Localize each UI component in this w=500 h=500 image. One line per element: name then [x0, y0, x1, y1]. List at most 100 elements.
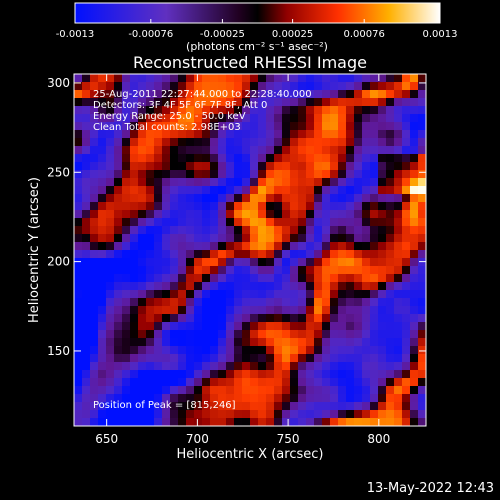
- heatmap-cell: [226, 234, 235, 243]
- heatmap-cell: [122, 362, 131, 371]
- heatmap-cell: [234, 410, 243, 419]
- heatmap-cell: [362, 138, 371, 147]
- heatmap-cell: [298, 106, 307, 115]
- heatmap-cell: [114, 402, 123, 411]
- heatmap-cell: [242, 210, 251, 219]
- heatmap-cell: [170, 282, 179, 291]
- heatmap-cell: [202, 330, 211, 339]
- heatmap-cell: [290, 194, 299, 203]
- heatmap-cell: [114, 194, 123, 203]
- heatmap-cell: [90, 386, 99, 395]
- heatmap-cell: [154, 306, 163, 315]
- heatmap-cell: [282, 266, 291, 275]
- heatmap-cell: [130, 154, 139, 163]
- heatmap-cell: [386, 186, 395, 195]
- heatmap-cell: [402, 154, 411, 163]
- heatmap-cell: [234, 402, 243, 411]
- heatmap-cell: [122, 106, 131, 115]
- heatmap-cell: [258, 98, 267, 107]
- heatmap-cell: [186, 306, 195, 315]
- heatmap-cell: [98, 322, 107, 331]
- heatmap-cell: [290, 154, 299, 163]
- heatmap-cell: [394, 290, 403, 299]
- heatmap-cell: [250, 258, 259, 267]
- heatmap-cell: [130, 282, 139, 291]
- heatmap-cell: [106, 250, 115, 259]
- heatmap-cell: [114, 330, 123, 339]
- heatmap-cell: [258, 210, 267, 219]
- heatmap-cell: [410, 114, 419, 123]
- heatmap-cell: [370, 138, 379, 147]
- heatmap-cell: [210, 402, 219, 411]
- heatmap-cell: [290, 282, 299, 291]
- heatmap-cell: [74, 362, 83, 371]
- heatmap-cell: [122, 298, 131, 307]
- heatmap-cell: [194, 370, 203, 379]
- heatmap-cell: [194, 114, 203, 123]
- heatmap-cell: [418, 314, 426, 323]
- heatmap-cell: [242, 306, 251, 315]
- heatmap-cell: [250, 418, 259, 426]
- heatmap-cell: [98, 330, 107, 339]
- heatmap-cell: [98, 370, 107, 379]
- heatmap-cell: [202, 234, 211, 243]
- heatmap-cell: [282, 314, 291, 323]
- heatmap-cell: [218, 82, 227, 91]
- heatmap-cell: [418, 338, 426, 347]
- heatmap-cell: [154, 338, 163, 347]
- heatmap-cell: [346, 402, 355, 411]
- heatmap-cell: [410, 338, 419, 347]
- heatmap-cell: [82, 194, 91, 203]
- heatmap-cell: [122, 290, 131, 299]
- heatmap-cell: [282, 306, 291, 315]
- heatmap-cell: [170, 202, 179, 211]
- heatmap-cell: [186, 362, 195, 371]
- heatmap-cell: [394, 82, 403, 91]
- heatmap-cell: [274, 346, 283, 355]
- heatmap-cell: [162, 338, 171, 347]
- heatmap-cell: [242, 130, 251, 139]
- heatmap-cell: [122, 386, 131, 395]
- heatmap-cell: [410, 146, 419, 155]
- heatmap-cell: [410, 370, 419, 379]
- heatmap-cell: [234, 290, 243, 299]
- heatmap-cell: [418, 218, 426, 227]
- heatmap-cell: [362, 98, 371, 107]
- heatmap-cell: [146, 370, 155, 379]
- heatmap-cell: [386, 194, 395, 203]
- heatmap-cell: [210, 370, 219, 379]
- heatmap-cell: [242, 250, 251, 259]
- heatmap-cell: [338, 226, 347, 235]
- heatmap-cell: [98, 98, 107, 107]
- heatmap-cell: [418, 322, 426, 331]
- heatmap-cell: [242, 170, 251, 179]
- heatmap-cell: [242, 162, 251, 171]
- heatmap-cell: [402, 290, 411, 299]
- heatmap-cell: [250, 298, 259, 307]
- heatmap-cell: [170, 402, 179, 411]
- heatmap-cell: [330, 74, 339, 83]
- heatmap-cell: [186, 410, 195, 419]
- heatmap-cell: [250, 82, 259, 91]
- heatmap-cell: [82, 202, 91, 211]
- heatmap-cell: [258, 386, 267, 395]
- heatmap-cell: [82, 90, 91, 99]
- heatmap-cell: [90, 282, 99, 291]
- heatmap-cell: [322, 162, 331, 171]
- heatmap-cell: [170, 314, 179, 323]
- heatmap-cell: [346, 290, 355, 299]
- heatmap-cell: [322, 322, 331, 331]
- heatmap-cell: [330, 338, 339, 347]
- heatmap-cell: [170, 410, 179, 419]
- heatmap-cell: [394, 322, 403, 331]
- heatmap-cell: [322, 146, 331, 155]
- heatmap-cell: [138, 338, 147, 347]
- heatmap-cell: [298, 274, 307, 283]
- heatmap-cell: [362, 162, 371, 171]
- heatmap-cell: [130, 290, 139, 299]
- heatmap-cell: [74, 226, 83, 235]
- heatmap-cell: [138, 106, 147, 115]
- heatmap-cell: [138, 322, 147, 331]
- heatmap-cell: [354, 282, 363, 291]
- heatmap-cell: [106, 162, 115, 171]
